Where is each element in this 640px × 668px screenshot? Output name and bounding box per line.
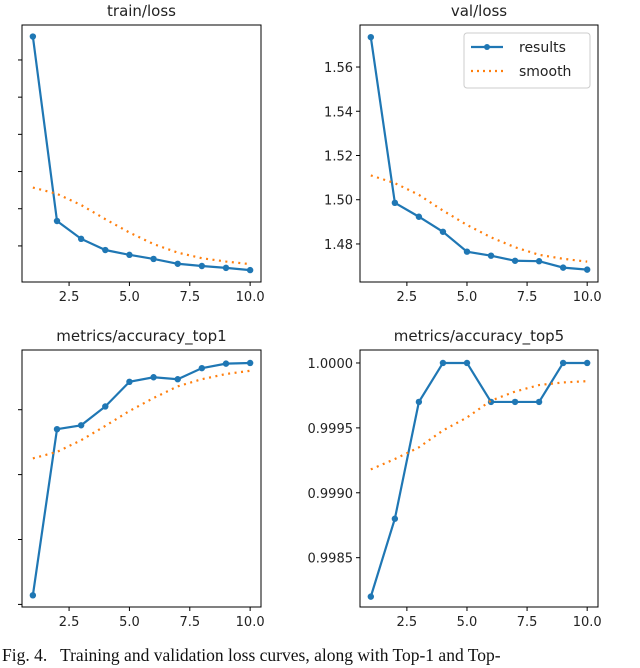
series-results-point [439,359,447,367]
plot-frame [359,349,599,608]
series-results-point [222,264,230,272]
series-results-point [77,235,85,243]
series-results-point [535,398,543,406]
series-results-point [150,374,157,381]
series-results-point [150,255,157,263]
series-results-point [439,228,447,235]
plot-frame [21,349,262,608]
x-tick-label: 10.0 [236,290,265,305]
plot-frame [21,24,262,283]
legend-smooth-label: smooth [519,64,571,80]
series-results-point [559,359,567,367]
chart-panel-1: train/loss 2.5 5.0 7.5 10.0 [18,2,265,305]
x-tick-label: 7.5 [179,615,200,630]
x-tick-label: 2.5 [397,615,418,630]
y-tick-label: 1.0000 [308,357,354,372]
series-results-point [583,359,591,367]
series-smooth-line [32,186,251,266]
x-tick-label: 7.5 [517,290,538,305]
series-smooth-line [370,174,588,263]
y-tick-label: 1.56 [324,61,353,76]
chart-title: train/loss [107,2,176,20]
series-results-point [463,359,471,367]
x-tick-label: 10.0 [236,615,265,630]
x-tick-label: 7.5 [517,615,538,630]
series-results-point [415,213,423,220]
series-results-line [369,37,588,271]
x-tick-label: 10.0 [573,290,602,305]
series-results-point [102,403,109,410]
series-results-point [367,593,375,600]
series-results-point [198,364,206,372]
legend-results-marker [484,44,490,50]
series-results-point [222,360,230,367]
y-tick-label: 1.50 [324,194,353,209]
series-results-point [391,199,399,207]
series-results-point [29,592,37,599]
chart-title: val/loss [451,2,507,20]
chart-title: metrics/accuracy_top1 [56,327,226,346]
legend: results smooth [463,32,591,89]
series-results-point [367,33,375,41]
series-smooth-line [370,380,588,471]
series-results-point [102,246,109,254]
chart-panel-2: val/loss 2.5 5.0 7.5 10.0 1.48 1.50 1.52 1.54 1.5… [324,2,602,305]
x-tick-label: 2.5 [59,290,80,305]
legend-results-label: results [519,40,566,56]
series-results-line [31,361,251,596]
series-results-point [559,264,567,271]
chart-panel-4: metrics/accuracy_top5 2.5 5.0 7.5 10.0 0.9985… [308,327,602,630]
plot-frame [359,24,599,283]
y-tick-label: 1.52 [324,149,353,164]
series-results-point [511,257,519,264]
y-tick-label: 1.48 [324,238,353,253]
chart-panel-3: metrics/accuracy_top1 2.5 5.0 7.5 10.0 [18,327,265,630]
series-results-point [126,378,133,386]
x-tick-label: 5.0 [119,290,140,305]
series-results-point [391,515,399,522]
series-results-line [369,361,588,597]
x-tick-label: 10.0 [573,615,602,630]
series-results-point [487,252,495,259]
x-tick-label: 7.5 [179,290,200,305]
y-tick-label: 0.9995 [308,422,354,437]
series-results-point [415,398,423,406]
series-smooth-line [32,369,251,460]
y-tick-label: 0.9990 [308,487,354,502]
x-tick-label: 5.0 [457,290,478,305]
x-tick-label: 5.0 [119,615,140,630]
series-results-point [535,258,543,265]
series-results-point [174,260,181,267]
series-results-point [246,266,254,274]
series-results-point [198,262,206,270]
y-tick-label: 1.54 [324,105,353,120]
y-tick-label: 0.9985 [308,552,354,567]
x-tick-label: 5.0 [457,615,478,630]
series-results-point [53,425,61,433]
chart-title: metrics/accuracy_top5 [394,327,564,346]
series-results-point [77,422,85,429]
series-results-point [463,248,471,255]
series-results-point [583,266,591,273]
series-results-point [511,398,519,406]
figure-caption: Fig. 4. Training and validation loss cur… [2,645,501,665]
x-tick-label: 2.5 [59,615,80,630]
series-results-point [126,251,133,259]
series-results-line [31,36,251,272]
series-results-point [53,217,61,225]
series-results-point [174,376,181,383]
x-tick-label: 2.5 [397,290,418,305]
series-results-point [29,33,37,40]
series-results-point [246,359,254,367]
